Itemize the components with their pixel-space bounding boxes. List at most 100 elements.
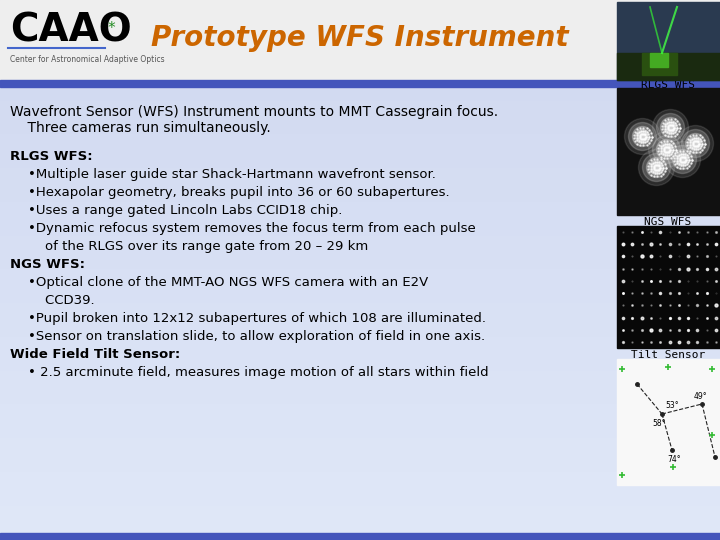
Bar — [0, 298, 720, 299]
Bar — [0, 223, 720, 224]
Bar — [0, 71, 720, 72]
Text: of the RLGS over its range gate from 20 – 29 km: of the RLGS over its range gate from 20 … — [28, 240, 368, 253]
Bar — [0, 306, 720, 307]
Bar — [0, 375, 720, 376]
Bar — [0, 448, 720, 449]
Bar — [0, 258, 720, 259]
Bar — [0, 154, 720, 155]
Bar — [0, 479, 720, 480]
Bar — [0, 212, 720, 213]
Bar — [0, 91, 720, 92]
Bar — [0, 351, 720, 352]
Bar — [0, 371, 720, 372]
Text: • 2.5 arcminute field, measures image motion of all stars within field: • 2.5 arcminute field, measures image mo… — [28, 366, 489, 379]
Bar — [0, 340, 720, 341]
Bar — [0, 280, 720, 281]
Bar — [0, 179, 720, 180]
Bar — [0, 456, 720, 457]
Bar — [0, 37, 720, 38]
Bar — [0, 199, 720, 200]
Circle shape — [652, 110, 688, 145]
Bar — [0, 514, 720, 515]
Bar — [0, 517, 720, 518]
Bar — [0, 417, 720, 418]
Bar — [0, 194, 720, 195]
Bar — [0, 331, 720, 332]
Bar — [0, 425, 720, 426]
Bar — [0, 80, 720, 87]
Bar — [0, 320, 720, 321]
Bar — [0, 229, 720, 230]
Bar — [0, 111, 720, 112]
Bar — [0, 454, 720, 455]
Bar — [0, 3, 720, 4]
Bar — [0, 24, 720, 25]
Bar — [0, 270, 720, 271]
Bar — [0, 228, 720, 229]
Bar — [0, 279, 720, 280]
Bar — [0, 8, 720, 9]
Bar — [0, 0, 720, 80]
Bar — [0, 176, 720, 177]
Text: •Pupil broken into 12x12 subapertures of which 108 are illuminated.: •Pupil broken into 12x12 subapertures of… — [28, 312, 486, 325]
Bar — [0, 156, 720, 157]
Bar — [0, 256, 720, 257]
Bar — [0, 328, 720, 329]
Bar — [0, 177, 720, 178]
Bar — [0, 0, 720, 1]
Bar — [0, 463, 720, 464]
Bar — [0, 26, 720, 27]
Bar — [0, 230, 720, 231]
Bar — [0, 524, 720, 525]
Bar — [0, 309, 720, 310]
Bar — [0, 395, 720, 396]
Bar — [0, 17, 720, 18]
Bar — [0, 394, 720, 395]
Bar — [0, 231, 720, 232]
Bar — [0, 508, 720, 509]
Text: NGS WFS: NGS WFS — [644, 217, 692, 227]
Bar — [0, 239, 720, 240]
Bar — [0, 427, 720, 428]
Bar — [0, 313, 720, 314]
Bar — [0, 368, 720, 369]
Bar — [0, 196, 720, 197]
Bar — [0, 446, 720, 447]
Bar — [0, 401, 720, 402]
Bar — [0, 30, 720, 31]
Bar — [0, 11, 720, 12]
Bar — [0, 172, 720, 173]
Bar — [0, 316, 720, 317]
Bar — [0, 276, 720, 277]
Bar — [0, 515, 720, 516]
Bar — [0, 530, 720, 531]
Bar — [0, 472, 720, 473]
Bar — [0, 110, 720, 111]
Bar — [0, 27, 720, 28]
Bar — [0, 439, 720, 440]
Bar — [0, 290, 720, 291]
Bar — [0, 60, 720, 61]
Bar — [0, 75, 720, 76]
Bar — [0, 52, 720, 53]
Bar — [0, 137, 720, 138]
Bar — [0, 44, 720, 45]
Bar — [0, 260, 720, 261]
Bar — [0, 122, 720, 123]
Bar — [0, 185, 720, 186]
Bar — [0, 40, 720, 41]
Bar — [0, 520, 720, 521]
Bar — [0, 144, 720, 145]
Bar — [0, 76, 720, 77]
Bar — [0, 134, 720, 135]
Bar — [0, 357, 720, 358]
Bar — [0, 78, 720, 79]
Bar — [0, 121, 720, 122]
Bar — [0, 438, 720, 439]
Bar — [0, 414, 720, 415]
Bar — [0, 197, 720, 198]
Circle shape — [632, 126, 652, 146]
Bar — [0, 312, 720, 313]
Bar — [0, 83, 720, 84]
Bar — [0, 23, 720, 24]
